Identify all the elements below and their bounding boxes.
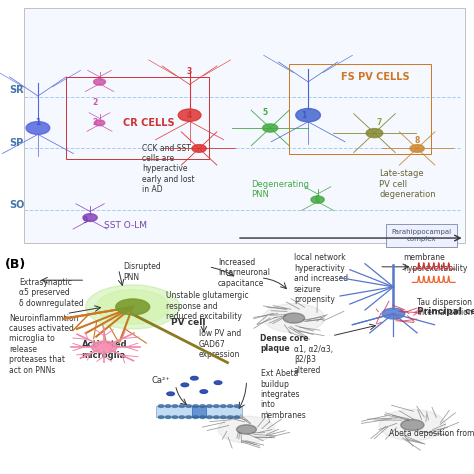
FancyBboxPatch shape <box>386 224 457 247</box>
Text: Ext Abeta
buildup
integrates
into
membranes: Ext Abeta buildup integrates into membra… <box>261 369 307 420</box>
Circle shape <box>86 285 180 329</box>
Circle shape <box>379 410 446 441</box>
Text: 3: 3 <box>187 67 192 76</box>
Circle shape <box>220 405 226 407</box>
Circle shape <box>172 405 178 407</box>
Circle shape <box>207 405 212 407</box>
Circle shape <box>283 313 305 323</box>
Text: α1, α2/α3,
β2/β3
altered: α1, α2/α3, β2/β3 altered <box>294 345 333 374</box>
Circle shape <box>181 383 189 387</box>
FancyBboxPatch shape <box>156 406 242 417</box>
Circle shape <box>96 290 169 324</box>
Text: 5: 5 <box>263 108 268 117</box>
Text: Unstable glutamergic
response and
reduced excitability: Unstable glutamergic response and reduce… <box>166 292 248 321</box>
Text: Extrasynaptic
α5 preserved
δ downregulated: Extrasynaptic α5 preserved δ downregulat… <box>19 278 84 308</box>
Circle shape <box>263 303 325 333</box>
Text: 4: 4 <box>187 111 192 119</box>
Text: Ca²⁺: Ca²⁺ <box>152 376 171 385</box>
Text: membrane
hyperexcitability: membrane hyperexcitability <box>403 254 467 273</box>
Circle shape <box>213 405 219 407</box>
Circle shape <box>227 416 233 419</box>
Circle shape <box>179 405 185 407</box>
Circle shape <box>193 416 199 419</box>
Circle shape <box>98 344 110 350</box>
Text: Tau dispersion and
internalisation: Tau dispersion and internalisation <box>417 298 474 318</box>
Text: Neuroinflammtion
causes activated
microglia to
release
proteases that
act on PNN: Neuroinflammtion causes activated microg… <box>9 314 79 374</box>
Text: Principal cell: Principal cell <box>417 307 474 316</box>
Circle shape <box>26 122 50 135</box>
Text: Increased
interneuronal
capacitance: Increased interneuronal capacitance <box>218 258 270 288</box>
FancyBboxPatch shape <box>192 406 206 417</box>
Circle shape <box>296 109 320 122</box>
Text: 2: 2 <box>92 118 98 128</box>
Text: 6: 6 <box>315 195 320 204</box>
Text: 8: 8 <box>414 137 420 145</box>
Circle shape <box>263 124 278 132</box>
Text: 7: 7 <box>376 118 382 128</box>
Circle shape <box>193 405 199 407</box>
Circle shape <box>218 416 275 443</box>
Text: Disrupted
PNN: Disrupted PNN <box>123 263 161 282</box>
Text: SP: SP <box>9 138 24 148</box>
Circle shape <box>234 405 240 407</box>
Circle shape <box>213 416 219 419</box>
Text: CCK and SST
cells are
hyperactive
early and lost
in AD: CCK and SST cells are hyperactive early … <box>142 144 195 194</box>
Circle shape <box>220 416 226 419</box>
Circle shape <box>178 109 201 121</box>
Circle shape <box>179 416 185 419</box>
Text: PV cell: PV cell <box>171 318 205 327</box>
Circle shape <box>214 381 222 384</box>
Text: Dense core
plaque: Dense core plaque <box>260 334 309 353</box>
Circle shape <box>158 416 164 419</box>
Text: Abeta deposition from: Abeta deposition from <box>389 429 474 438</box>
Circle shape <box>200 416 205 419</box>
Text: Parahippocampal
complex: Parahippocampal complex <box>392 229 452 242</box>
Circle shape <box>410 145 424 152</box>
Circle shape <box>83 214 97 221</box>
Text: SO: SO <box>9 200 25 210</box>
Text: 2: 2 <box>92 98 98 107</box>
Circle shape <box>94 120 105 126</box>
Text: SST O-LM: SST O-LM <box>104 221 147 230</box>
Text: Late-stage
PV cell
degeneration: Late-stage PV cell degeneration <box>379 169 436 199</box>
Circle shape <box>167 392 174 396</box>
Text: local network
hyperactivity
and increased
seizure
propensity: local network hyperactivity and increase… <box>294 254 348 304</box>
Text: FS PV CELLS: FS PV CELLS <box>341 72 410 82</box>
Circle shape <box>116 299 150 315</box>
Text: 1: 1 <box>35 118 41 128</box>
FancyBboxPatch shape <box>24 8 465 243</box>
Circle shape <box>207 416 212 419</box>
Circle shape <box>158 405 164 407</box>
Text: 1: 1 <box>301 111 306 119</box>
Text: CR CELLS: CR CELLS <box>123 118 175 128</box>
Text: Degenerating
PNN: Degenerating PNN <box>251 180 309 199</box>
Circle shape <box>93 79 105 85</box>
Circle shape <box>191 376 198 380</box>
Circle shape <box>311 196 324 203</box>
Circle shape <box>165 405 171 407</box>
Circle shape <box>91 341 117 353</box>
Circle shape <box>401 419 424 430</box>
Circle shape <box>165 416 171 419</box>
Text: Activated
microglia: Activated microglia <box>82 340 127 360</box>
Text: SR: SR <box>9 84 24 95</box>
Circle shape <box>237 425 256 434</box>
Circle shape <box>200 405 205 407</box>
Circle shape <box>186 416 191 419</box>
Circle shape <box>366 128 383 137</box>
Circle shape <box>382 308 405 319</box>
Circle shape <box>234 416 240 419</box>
Circle shape <box>227 405 233 407</box>
Text: (B): (B) <box>5 258 26 271</box>
Circle shape <box>200 390 208 393</box>
Circle shape <box>172 416 178 419</box>
Circle shape <box>192 145 206 152</box>
Text: 9: 9 <box>82 216 88 225</box>
Text: low PV and
GAD67
expression: low PV and GAD67 expression <box>199 329 241 359</box>
Circle shape <box>186 405 191 407</box>
